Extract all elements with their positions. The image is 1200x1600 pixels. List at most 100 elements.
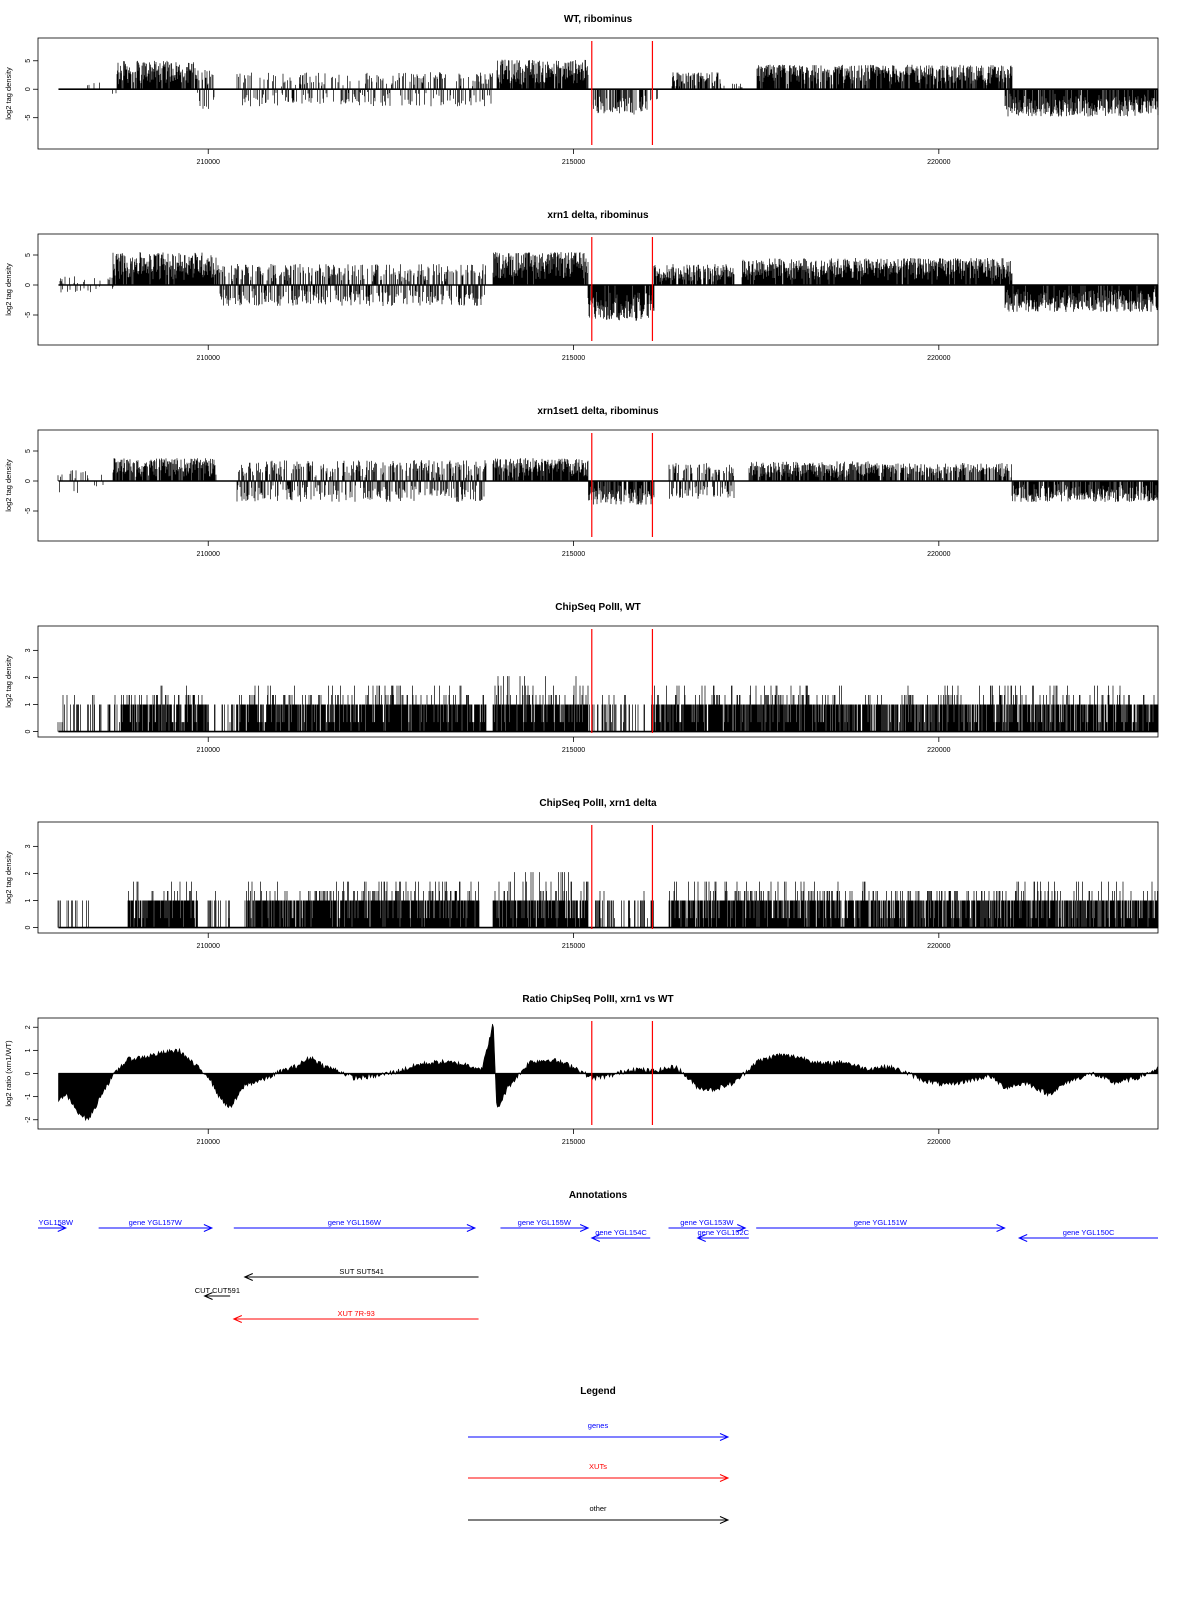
y-tick-label: 3	[25, 648, 32, 652]
data-bars	[87, 59, 1159, 117]
panel-5: ChipSeq PolII, xrn1 delta log2 tag densit…	[4, 798, 1159, 950]
y-tick-label: -5	[25, 508, 32, 514]
y-tick-label: -2	[25, 1117, 32, 1123]
panel-6: Ratio ChipSeq PolII, xrn1 vs WT log2 rati…	[4, 994, 1159, 1146]
panel-1: WT, ribominus log2 tag density 5 0 -5 210000 2…	[4, 14, 1159, 166]
x-tick-label: 220000	[927, 943, 950, 950]
legend-label: other	[589, 1504, 607, 1513]
arrow-head	[57, 1224, 68, 1232]
feature-other: CUT CUT591	[195, 1286, 240, 1300]
feature-label: gene YGL150C	[1063, 1228, 1115, 1237]
x-tick-label: 215000	[562, 747, 585, 754]
y-axis-label: log2 tag density	[4, 655, 13, 708]
annotation-features: ie YGL158W gene YGL157W gene YGL156W gene Y…	[31, 1218, 1158, 1323]
y-tick-label: 0	[25, 87, 32, 91]
feature-gene: gene YGL156W	[233, 1218, 477, 1232]
feature-label: gene YGL154C	[595, 1228, 647, 1237]
plot-frame	[37, 37, 1159, 150]
panel-title: xrn1 delta, ribominus	[547, 210, 649, 221]
x-tick-label: 220000	[927, 1139, 950, 1146]
feature-xut: XUT 7R-93	[232, 1309, 479, 1323]
x-tick-label: 210000	[197, 159, 220, 166]
y-tick-label: 5	[25, 449, 32, 453]
panel-title: ChipSeq PolII, WT	[555, 602, 641, 613]
feature-gene: gene YGL153W	[668, 1218, 747, 1232]
data-series	[57, 872, 1159, 929]
arrow-head	[1017, 1234, 1028, 1242]
panel-title: ChipSeq PolII, xrn1 delta	[539, 798, 657, 809]
feature-label: gene YGL151W	[854, 1218, 908, 1227]
y-tick-label: 3	[25, 844, 32, 848]
feature-label: ie YGL158W	[31, 1218, 74, 1227]
y-tick-label: 1	[25, 898, 32, 902]
arrow-head	[719, 1433, 730, 1441]
y-tick-label: 0	[25, 479, 32, 483]
y-tick-label: 2	[25, 871, 32, 875]
y-axis-label: log2 tag density	[4, 67, 13, 120]
data-series	[58, 252, 1159, 321]
plot-frame	[37, 625, 1159, 738]
x-tick-label: 220000	[927, 551, 950, 558]
y-tick-label: 1	[25, 702, 32, 706]
arrow-head	[719, 1474, 730, 1482]
feature-gene: gene YGL157W	[98, 1218, 214, 1232]
arrow-head	[203, 1292, 213, 1300]
plot-frame	[37, 429, 1159, 542]
panel-2: xrn1 delta, ribominus log2 tag density 5 0 -…	[4, 210, 1159, 362]
y-tick-label: 5	[25, 253, 32, 257]
ratio-area	[58, 1023, 1159, 1122]
data-bars	[57, 872, 1159, 928]
arrow-head	[696, 1234, 706, 1242]
feature-gene: gene YGL154C	[590, 1228, 651, 1242]
plot-frame	[37, 1017, 1159, 1130]
data-bars	[59, 252, 1159, 321]
feature-label: gene YGL157W	[129, 1218, 183, 1227]
feature-gene: ie YGL158W	[31, 1218, 74, 1232]
legend-item-xut: XUTs	[468, 1462, 730, 1482]
feature-gene: gene YGL150C	[1017, 1228, 1158, 1242]
arrow-head	[579, 1224, 590, 1232]
data-bars	[57, 458, 1159, 505]
y-axis-label: log2 tag density	[4, 459, 13, 512]
feature-label: SUT SUT541	[339, 1267, 383, 1276]
x-tick-label: 210000	[197, 943, 220, 950]
arrow-head	[719, 1516, 730, 1524]
y-tick-label: 0	[25, 730, 32, 734]
feature-label: gene YGL153W	[680, 1218, 734, 1227]
y-tick-label: 1	[25, 1048, 32, 1052]
y-tick-label: 0	[25, 1071, 32, 1075]
x-tick-label: 215000	[562, 355, 585, 362]
feature-label: gene YGL155W	[518, 1218, 572, 1227]
annotations-panel: Annotations ie YGL158W gene YGL157W gene YG…	[31, 1190, 1158, 1323]
legend-label: genes	[588, 1421, 609, 1430]
arrow-head	[996, 1224, 1006, 1232]
panel-title: xrn1set1 delta, ribominus	[537, 406, 659, 417]
arrow-head	[203, 1224, 214, 1232]
y-axis-label: log2 ratio (xrn1/WT)	[4, 1040, 13, 1107]
panel-title: WT, ribominus	[564, 14, 633, 25]
legend-label: XUTs	[589, 1462, 607, 1471]
legend: Legend genes XUTs other	[468, 1386, 730, 1524]
arrow-head	[466, 1224, 477, 1232]
arrow-head	[232, 1315, 242, 1323]
x-tick-label: 220000	[927, 747, 950, 754]
panel-3: xrn1set1 delta, ribominus log2 tag densit…	[4, 406, 1159, 558]
y-tick-label: 2	[25, 1025, 32, 1029]
data-series	[58, 59, 1159, 117]
y-axis-label: log2 tag density	[4, 851, 13, 904]
data-series	[57, 676, 1159, 733]
plot-frame	[37, 821, 1159, 934]
x-tick-label: 215000	[562, 551, 585, 558]
x-tick-label: 215000	[562, 943, 585, 950]
y-tick-label: -5	[25, 312, 32, 318]
feature-label: CUT CUT591	[195, 1286, 240, 1295]
panel-4: ChipSeq PolII, WT log2 tag density 3 2 1 0 210…	[4, 602, 1159, 754]
feature-other: SUT SUT541	[243, 1267, 479, 1281]
x-tick-label: 215000	[562, 159, 585, 166]
x-tick-label: 220000	[927, 355, 950, 362]
y-axis-label: log2 tag density	[4, 263, 13, 316]
feature-gene: gene YGL155W	[500, 1218, 590, 1232]
plot-frame	[37, 233, 1159, 346]
arrow-head	[590, 1234, 600, 1242]
